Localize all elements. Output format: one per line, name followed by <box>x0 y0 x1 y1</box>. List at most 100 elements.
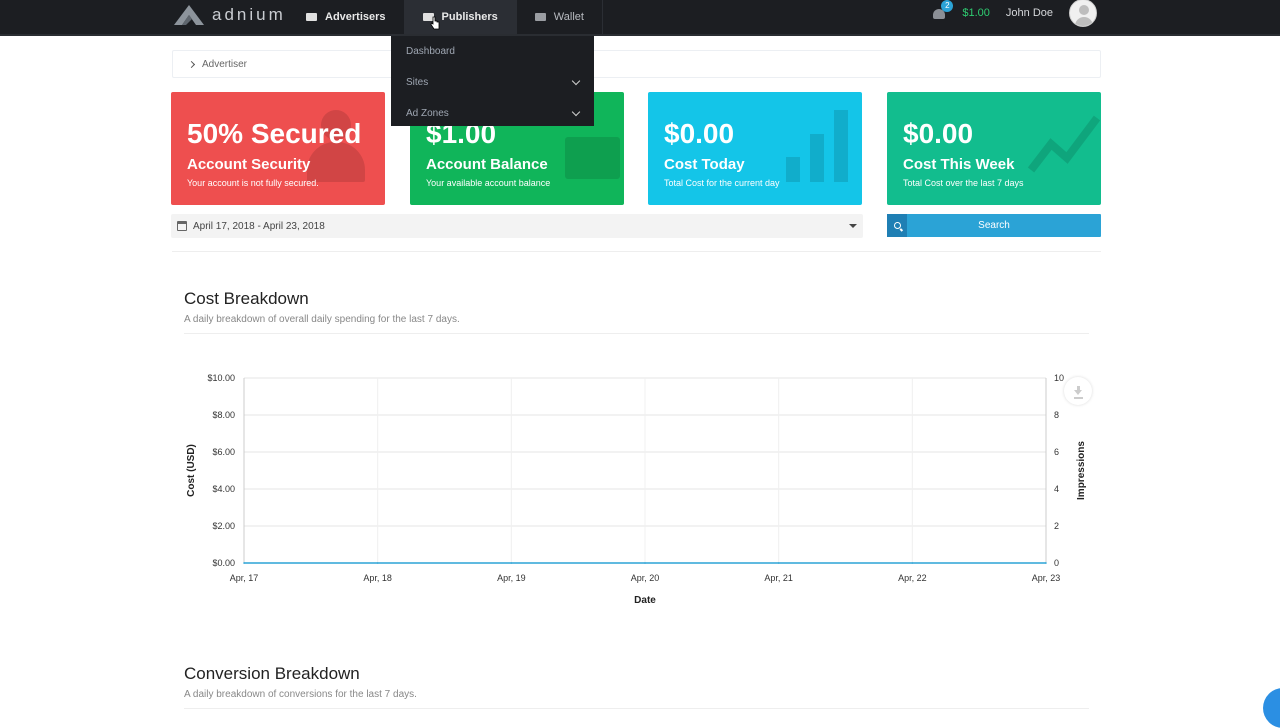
y2-axis-label: Impressions <box>1076 441 1087 500</box>
y-tick-label: $4.00 <box>212 484 235 494</box>
menu-item-sites[interactable]: Sites <box>391 67 594 98</box>
header-right: 2 $1.00 John Doe <box>932 0 1097 27</box>
avatar[interactable] <box>1069 0 1097 27</box>
search-button-label: Search <box>978 220 1010 231</box>
download-icon <box>1074 385 1082 395</box>
card-subtitle: Your account is not fully secured. <box>187 178 319 188</box>
user-icon <box>321 110 351 140</box>
caret-down-icon <box>849 224 857 228</box>
card-cost-this-week[interactable]: $0.00 Cost This Week Total Cost over the… <box>887 92 1101 205</box>
card-value: $0.00 <box>664 118 735 149</box>
data-point <box>376 562 379 564</box>
y-tick-label: $10.00 <box>207 373 235 383</box>
menu-item-label: Sites <box>406 77 429 88</box>
publishers-dropdown: Dashboard Sites Ad Zones <box>391 36 594 126</box>
section-subtitle: A daily breakdown of conversions for the… <box>184 689 417 700</box>
section-title: Cost Breakdown <box>184 289 309 308</box>
card-value: 50% Secured <box>187 118 362 149</box>
menu-item-ad-zones[interactable]: Ad Zones <box>391 98 594 129</box>
card-subtitle: Total Cost over the last 7 days <box>903 178 1024 188</box>
wallet-icon <box>534 13 546 21</box>
card-title: Account Security <box>187 156 311 173</box>
user-icon-body <box>307 142 365 182</box>
avatar-head <box>1079 5 1089 15</box>
logo-icon <box>174 5 204 25</box>
data-point <box>243 562 245 564</box>
card-title: Cost This Week <box>903 156 1015 173</box>
y-axis-label: Cost (USD) <box>186 444 197 497</box>
card-cost-today[interactable]: $0.00 Cost Today Total Cost for the curr… <box>648 92 862 205</box>
chat-widget-button[interactable] <box>1263 688 1280 728</box>
search-icon-box <box>887 214 907 237</box>
bar-chart-icon-bar <box>834 110 848 182</box>
breadcrumb-item[interactable]: Advertiser <box>202 58 248 70</box>
date-range-picker[interactable]: April 17, 2018 - April 23, 2018 <box>171 214 863 238</box>
card-value: $0.00 <box>903 118 974 149</box>
card-account-security[interactable]: 50% Secured Account Security Your accoun… <box>171 92 385 205</box>
menu-item-label: Ad Zones <box>406 108 449 119</box>
wallet-balance[interactable]: $1.00 <box>962 7 990 19</box>
line-chart-icon <box>1027 115 1101 173</box>
nav-divider <box>601 0 603 34</box>
x-axis-label: Date <box>634 595 656 606</box>
y-tick-label: $0.00 <box>212 558 235 568</box>
hand-cursor-icon <box>430 16 440 30</box>
download-icon-base <box>1073 397 1083 399</box>
x-tick-label: Apr, 17 <box>230 573 259 583</box>
y2-tick-label: 4 <box>1054 484 1059 494</box>
x-tick-label: Apr, 23 <box>1032 573 1061 583</box>
nav-wallet[interactable]: Wallet <box>517 0 602 34</box>
y-tick-label: $8.00 <box>212 410 235 420</box>
x-tick-label: Apr, 19 <box>497 573 526 583</box>
bar-chart-icon-bar <box>810 134 824 182</box>
briefcase-icon <box>422 13 434 21</box>
data-point <box>1045 562 1047 564</box>
y2-tick-label: 8 <box>1054 410 1059 420</box>
card-title: Cost Today <box>664 156 745 173</box>
menu-item-dashboard[interactable]: Dashboard <box>391 36 594 67</box>
section-title: Conversion Breakdown <box>184 664 360 683</box>
y2-tick-label: 0 <box>1054 558 1059 568</box>
chevron-down-icon <box>571 107 581 117</box>
user-name[interactable]: John Doe <box>1005 7 1053 19</box>
y2-tick-label: 2 <box>1054 521 1059 531</box>
nav-divider <box>403 0 405 34</box>
search-icon <box>893 222 901 229</box>
bell-icon <box>933 9 946 19</box>
y-tick-label: $2.00 <box>212 521 235 531</box>
calendar-icon <box>177 221 187 231</box>
x-tick-label: Apr, 22 <box>898 573 927 583</box>
breadcrumb: Advertiser <box>172 50 1101 78</box>
avatar-body <box>1075 17 1093 26</box>
logo-text: adnium <box>212 5 286 24</box>
data-point <box>911 562 914 564</box>
divider <box>172 251 1101 252</box>
nav-advertisers-label: Advertisers <box>325 11 386 23</box>
y2-tick-label: 6 <box>1054 447 1059 457</box>
y2-tick-label: 10 <box>1054 373 1064 383</box>
divider <box>184 333 1089 334</box>
card-icon <box>306 13 317 21</box>
chevron-right-icon <box>187 60 196 68</box>
section-subtitle: A daily breakdown of overall daily spend… <box>184 314 460 325</box>
nav-publishers[interactable]: Publishers <box>404 0 516 34</box>
x-tick-label: Apr, 21 <box>764 573 793 583</box>
card-title: Account Balance <box>426 156 548 173</box>
top-navbar: adnium Advertisers Publishers Wallet 2 $… <box>0 0 1280 36</box>
logo[interactable]: adnium <box>172 0 286 30</box>
search-button[interactable]: Search <box>887 214 1101 237</box>
divider <box>184 708 1089 709</box>
main-nav: Advertisers Publishers Wallet <box>288 0 603 34</box>
notification-badge: 2 <box>941 0 954 12</box>
x-tick-label: Apr, 20 <box>631 573 660 583</box>
data-point <box>510 562 513 564</box>
cost-breakdown-chart: $0.00 $2.00 $4.00 $6.00 $8.00 $10.00 0 2 4 6 8 10 Ap… <box>186 373 1087 606</box>
x-tick-label: Apr, 18 <box>363 573 392 583</box>
nav-divider <box>515 0 517 34</box>
card-subtitle: Total Cost for the current day <box>664 178 780 188</box>
nav-advertisers[interactable]: Advertisers <box>288 0 404 34</box>
notifications-button[interactable]: 2 <box>932 0 954 20</box>
nav-wallet-label: Wallet <box>553 11 584 23</box>
download-chart-button[interactable] <box>1064 377 1092 405</box>
money-icon <box>565 137 620 179</box>
